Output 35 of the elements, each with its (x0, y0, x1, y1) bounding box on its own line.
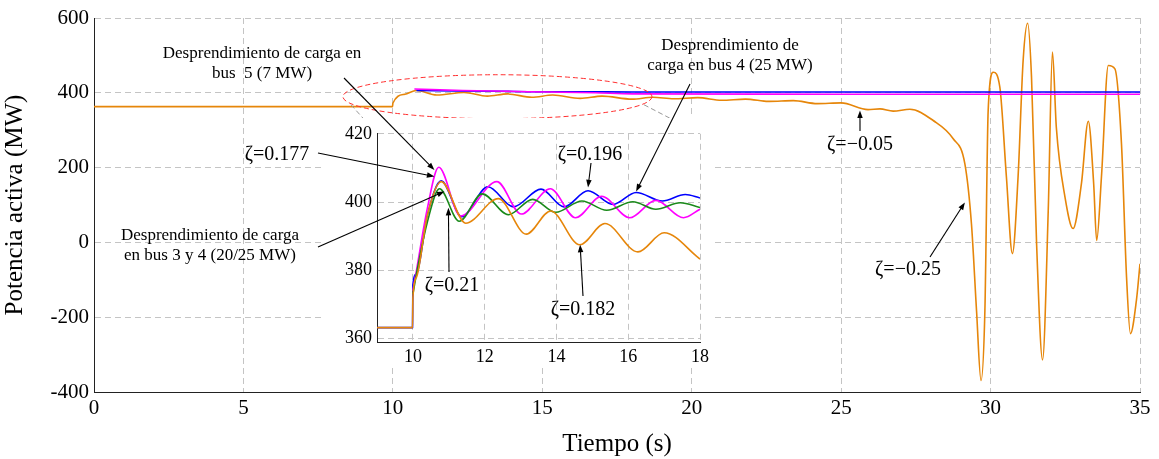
x-tick-label: 30 (980, 395, 1002, 420)
x-tick-label: 35 (1129, 395, 1151, 420)
x-axis-title: Tiempo (s) (562, 428, 672, 457)
annotation: Desprendimiento de carga en bus 4 (25 MW) (647, 34, 813, 76)
annotation: ζ=0.182 (550, 296, 616, 320)
annotation: ζ=−0.05 (827, 131, 893, 155)
annotation: ζ=−0.25 (875, 256, 941, 280)
annotation: Desprendimiento de carga en bus 5 (7 MW) (162, 42, 362, 84)
x-tick-label: 25 (830, 395, 852, 420)
x-tick-label: 12 (475, 345, 494, 366)
line-series (377, 180, 700, 329)
y-tick-label: 400 (57, 79, 89, 104)
y-tick-label: 420 (345, 122, 372, 143)
y-tick-label: 400 (345, 190, 372, 211)
y-tick-label: -400 (50, 378, 89, 403)
x-tick-label: 16 (619, 345, 638, 366)
y-tick-label: -200 (50, 303, 89, 328)
annotation: Desprendimiento de carga en bus 3 y 4 (20/25 MW) (120, 224, 300, 266)
y-tick-label: 0 (78, 228, 89, 253)
x-tick-label: 10 (403, 345, 422, 366)
x-tick-label: 15 (531, 395, 553, 420)
line-series (94, 22, 1140, 382)
annotation: ζ=0.21 (424, 272, 480, 296)
x-tick-label: 20 (681, 395, 703, 420)
y-axis-title: Potencia activa (MW) (0, 94, 28, 316)
y-tick-label: 380 (345, 259, 372, 280)
annotation: ζ=0.177 (244, 141, 310, 165)
y-tick-label: 360 (345, 327, 372, 348)
x-tick-label: 18 (691, 345, 709, 366)
x-tick-label: 5 (238, 395, 249, 420)
x-tick-label: 14 (547, 345, 566, 366)
annotation: ζ=0.196 (557, 141, 623, 165)
y-tick-label: 200 (57, 154, 89, 179)
x-tick-label: 10 (382, 395, 404, 420)
y-tick-label: 600 (57, 4, 89, 29)
